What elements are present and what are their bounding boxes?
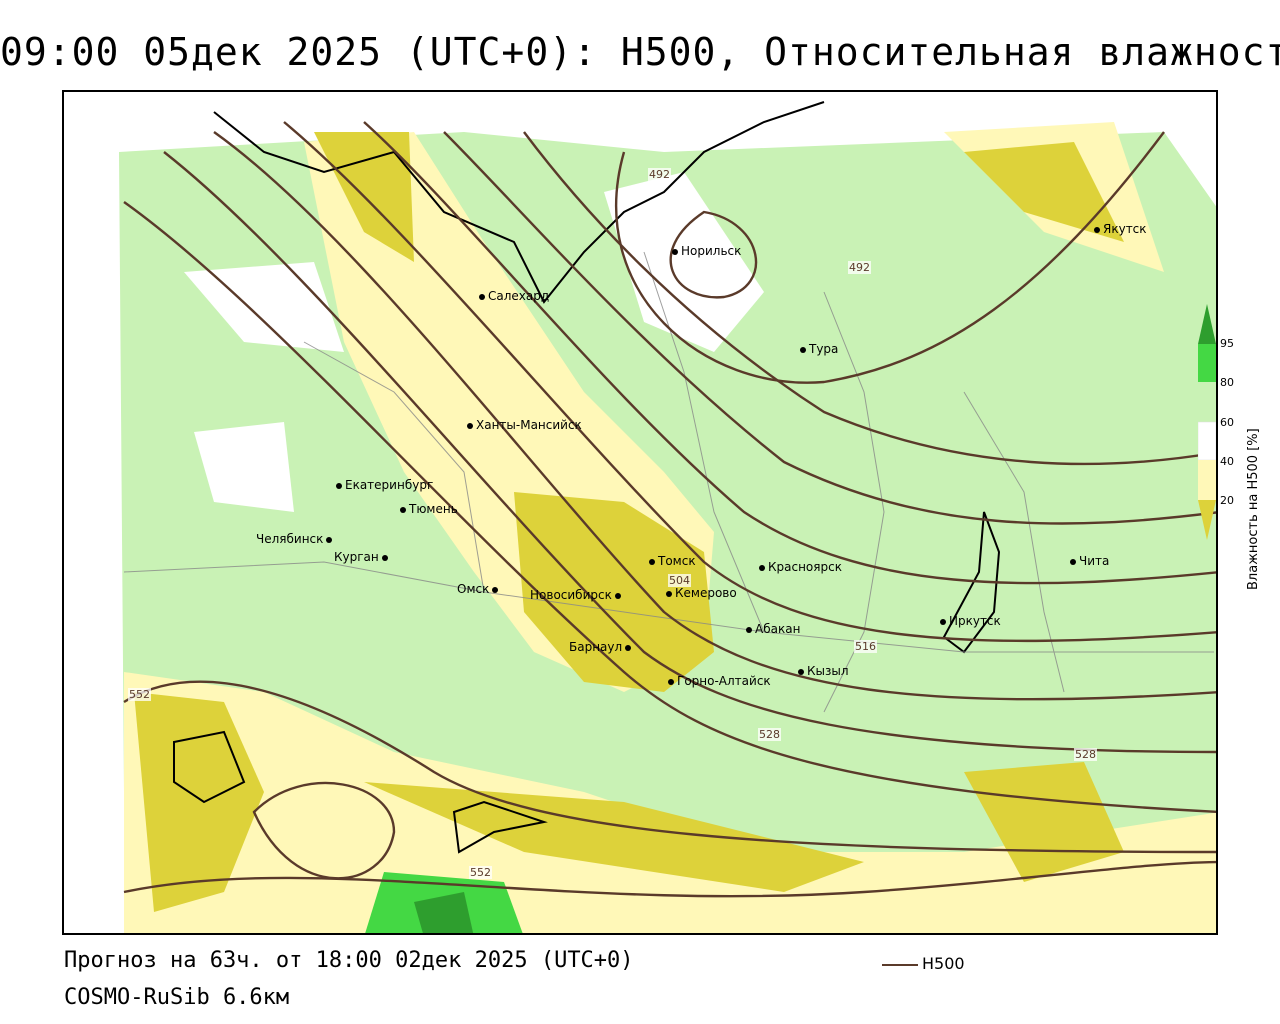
coastline-layer bbox=[173, 101, 1001, 854]
city-label: Тюмень bbox=[409, 502, 458, 516]
city-marker: Екатеринбург bbox=[336, 478, 433, 492]
city-dot-icon bbox=[1070, 558, 1076, 565]
forecast-info: Прогноз на 63ч. от 18:00 02дек 2025 (UTC… bbox=[64, 948, 634, 973]
city-label: Горно-Алтайск bbox=[677, 674, 771, 688]
city-label: Челябинск bbox=[256, 532, 324, 546]
isoline-label: 552 bbox=[469, 866, 492, 879]
city-label: Томск bbox=[658, 554, 696, 568]
city-dot-icon bbox=[467, 422, 473, 429]
colorbar-tick: 20 bbox=[1220, 494, 1234, 507]
city-marker: Красноярск bbox=[759, 560, 842, 574]
city-label: Курган bbox=[334, 550, 379, 564]
city-marker: Барнаул bbox=[569, 640, 634, 654]
city-label: Красноярск bbox=[768, 560, 842, 574]
city-label: Омск bbox=[457, 582, 490, 596]
city-marker: Курган bbox=[334, 550, 391, 564]
city-marker: Ханты-Мансийск bbox=[467, 418, 582, 432]
city-label: Новосибирск bbox=[530, 588, 612, 602]
city-dot-icon bbox=[798, 668, 804, 675]
city-marker: Горно-Алтайск bbox=[668, 674, 771, 688]
city-marker: Кызыл bbox=[798, 664, 849, 678]
city-marker: Омск bbox=[457, 582, 501, 596]
city-label: Екатеринбург bbox=[345, 478, 434, 492]
city-label: Ханты-Мансийск bbox=[476, 418, 582, 432]
city-dot-icon bbox=[668, 678, 674, 685]
city-marker: Чита bbox=[1070, 554, 1109, 568]
city-marker: Иркутск bbox=[940, 614, 1001, 628]
city-label: Тура bbox=[809, 342, 839, 356]
city-marker: Тура bbox=[800, 342, 838, 356]
city-dot-icon bbox=[400, 506, 406, 513]
model-name: COSMO-RuSib 6.6км bbox=[64, 985, 290, 1010]
city-dot-icon bbox=[800, 346, 806, 353]
city-label: Якутск bbox=[1103, 222, 1147, 236]
city-marker: Абакан bbox=[746, 622, 800, 636]
isoline-label: 528 bbox=[758, 728, 781, 741]
city-marker: Якутск bbox=[1094, 222, 1147, 236]
city-marker: Томск bbox=[649, 554, 696, 568]
city-label: Иркутск bbox=[949, 614, 1001, 628]
weather-map: 492 492 504 516 528 528 552 552 Якутск Н… bbox=[62, 90, 1218, 935]
isoline-label: 492 bbox=[648, 168, 671, 181]
colorbar-tick: 80 bbox=[1220, 376, 1234, 389]
city-marker: Челябинск bbox=[256, 532, 335, 546]
city-dot-icon bbox=[1094, 226, 1100, 233]
city-dot-icon bbox=[759, 564, 765, 571]
isoline-label: 552 bbox=[128, 688, 151, 701]
city-marker: Тюмень bbox=[400, 502, 458, 516]
city-marker: Кемерово bbox=[666, 586, 737, 600]
map-title: 09:00 05дек 2025 (UTC+0): H500, Относите… bbox=[0, 30, 1280, 74]
city-dot-icon bbox=[625, 644, 632, 651]
city-dot-icon bbox=[336, 482, 342, 489]
city-dot-icon bbox=[649, 558, 655, 565]
city-label: Кемерово bbox=[675, 586, 737, 600]
map-canvas bbox=[119, 101, 1216, 933]
city-label: Кызыл bbox=[807, 664, 849, 678]
city-dot-icon bbox=[326, 536, 333, 543]
isoline-legend: H500 bbox=[882, 954, 965, 973]
city-marker: Салехард bbox=[479, 289, 549, 303]
city-label: Чита bbox=[1079, 554, 1110, 568]
humidity-colorbar bbox=[1198, 304, 1216, 540]
city-dot-icon bbox=[940, 618, 946, 625]
colorbar-tick: 40 bbox=[1220, 455, 1234, 468]
colorbar-tick: 95 bbox=[1220, 337, 1234, 350]
isoline-label: 492 bbox=[848, 261, 871, 274]
city-label: Абакан bbox=[755, 622, 801, 636]
city-dot-icon bbox=[746, 626, 752, 633]
isoline-label: 504 bbox=[668, 574, 691, 587]
city-label: Барнаул bbox=[569, 640, 623, 654]
city-dot-icon bbox=[672, 248, 678, 255]
city-dot-icon bbox=[479, 293, 485, 300]
region-borders bbox=[123, 251, 1214, 713]
h500-isolines bbox=[123, 121, 1216, 898]
isoline-label: 528 bbox=[1074, 748, 1097, 761]
isoline-legend-label: H500 bbox=[922, 954, 965, 973]
isoline-label: 516 bbox=[854, 640, 877, 653]
humidity-fill-layer bbox=[119, 122, 1216, 933]
city-dot-icon bbox=[492, 586, 499, 593]
city-marker: Новосибирск bbox=[530, 588, 624, 602]
city-dot-icon bbox=[666, 590, 672, 597]
colorbar-title: Влажность на H500 [%] bbox=[1246, 428, 1261, 590]
colorbar-tick: 60 bbox=[1220, 416, 1234, 429]
line-swatch-icon bbox=[882, 963, 918, 966]
city-label: Салехард bbox=[488, 289, 550, 303]
city-label: Норильск bbox=[681, 244, 742, 258]
city-marker: Норильск bbox=[672, 244, 741, 258]
city-dot-icon bbox=[614, 592, 621, 599]
city-dot-icon bbox=[381, 554, 388, 561]
